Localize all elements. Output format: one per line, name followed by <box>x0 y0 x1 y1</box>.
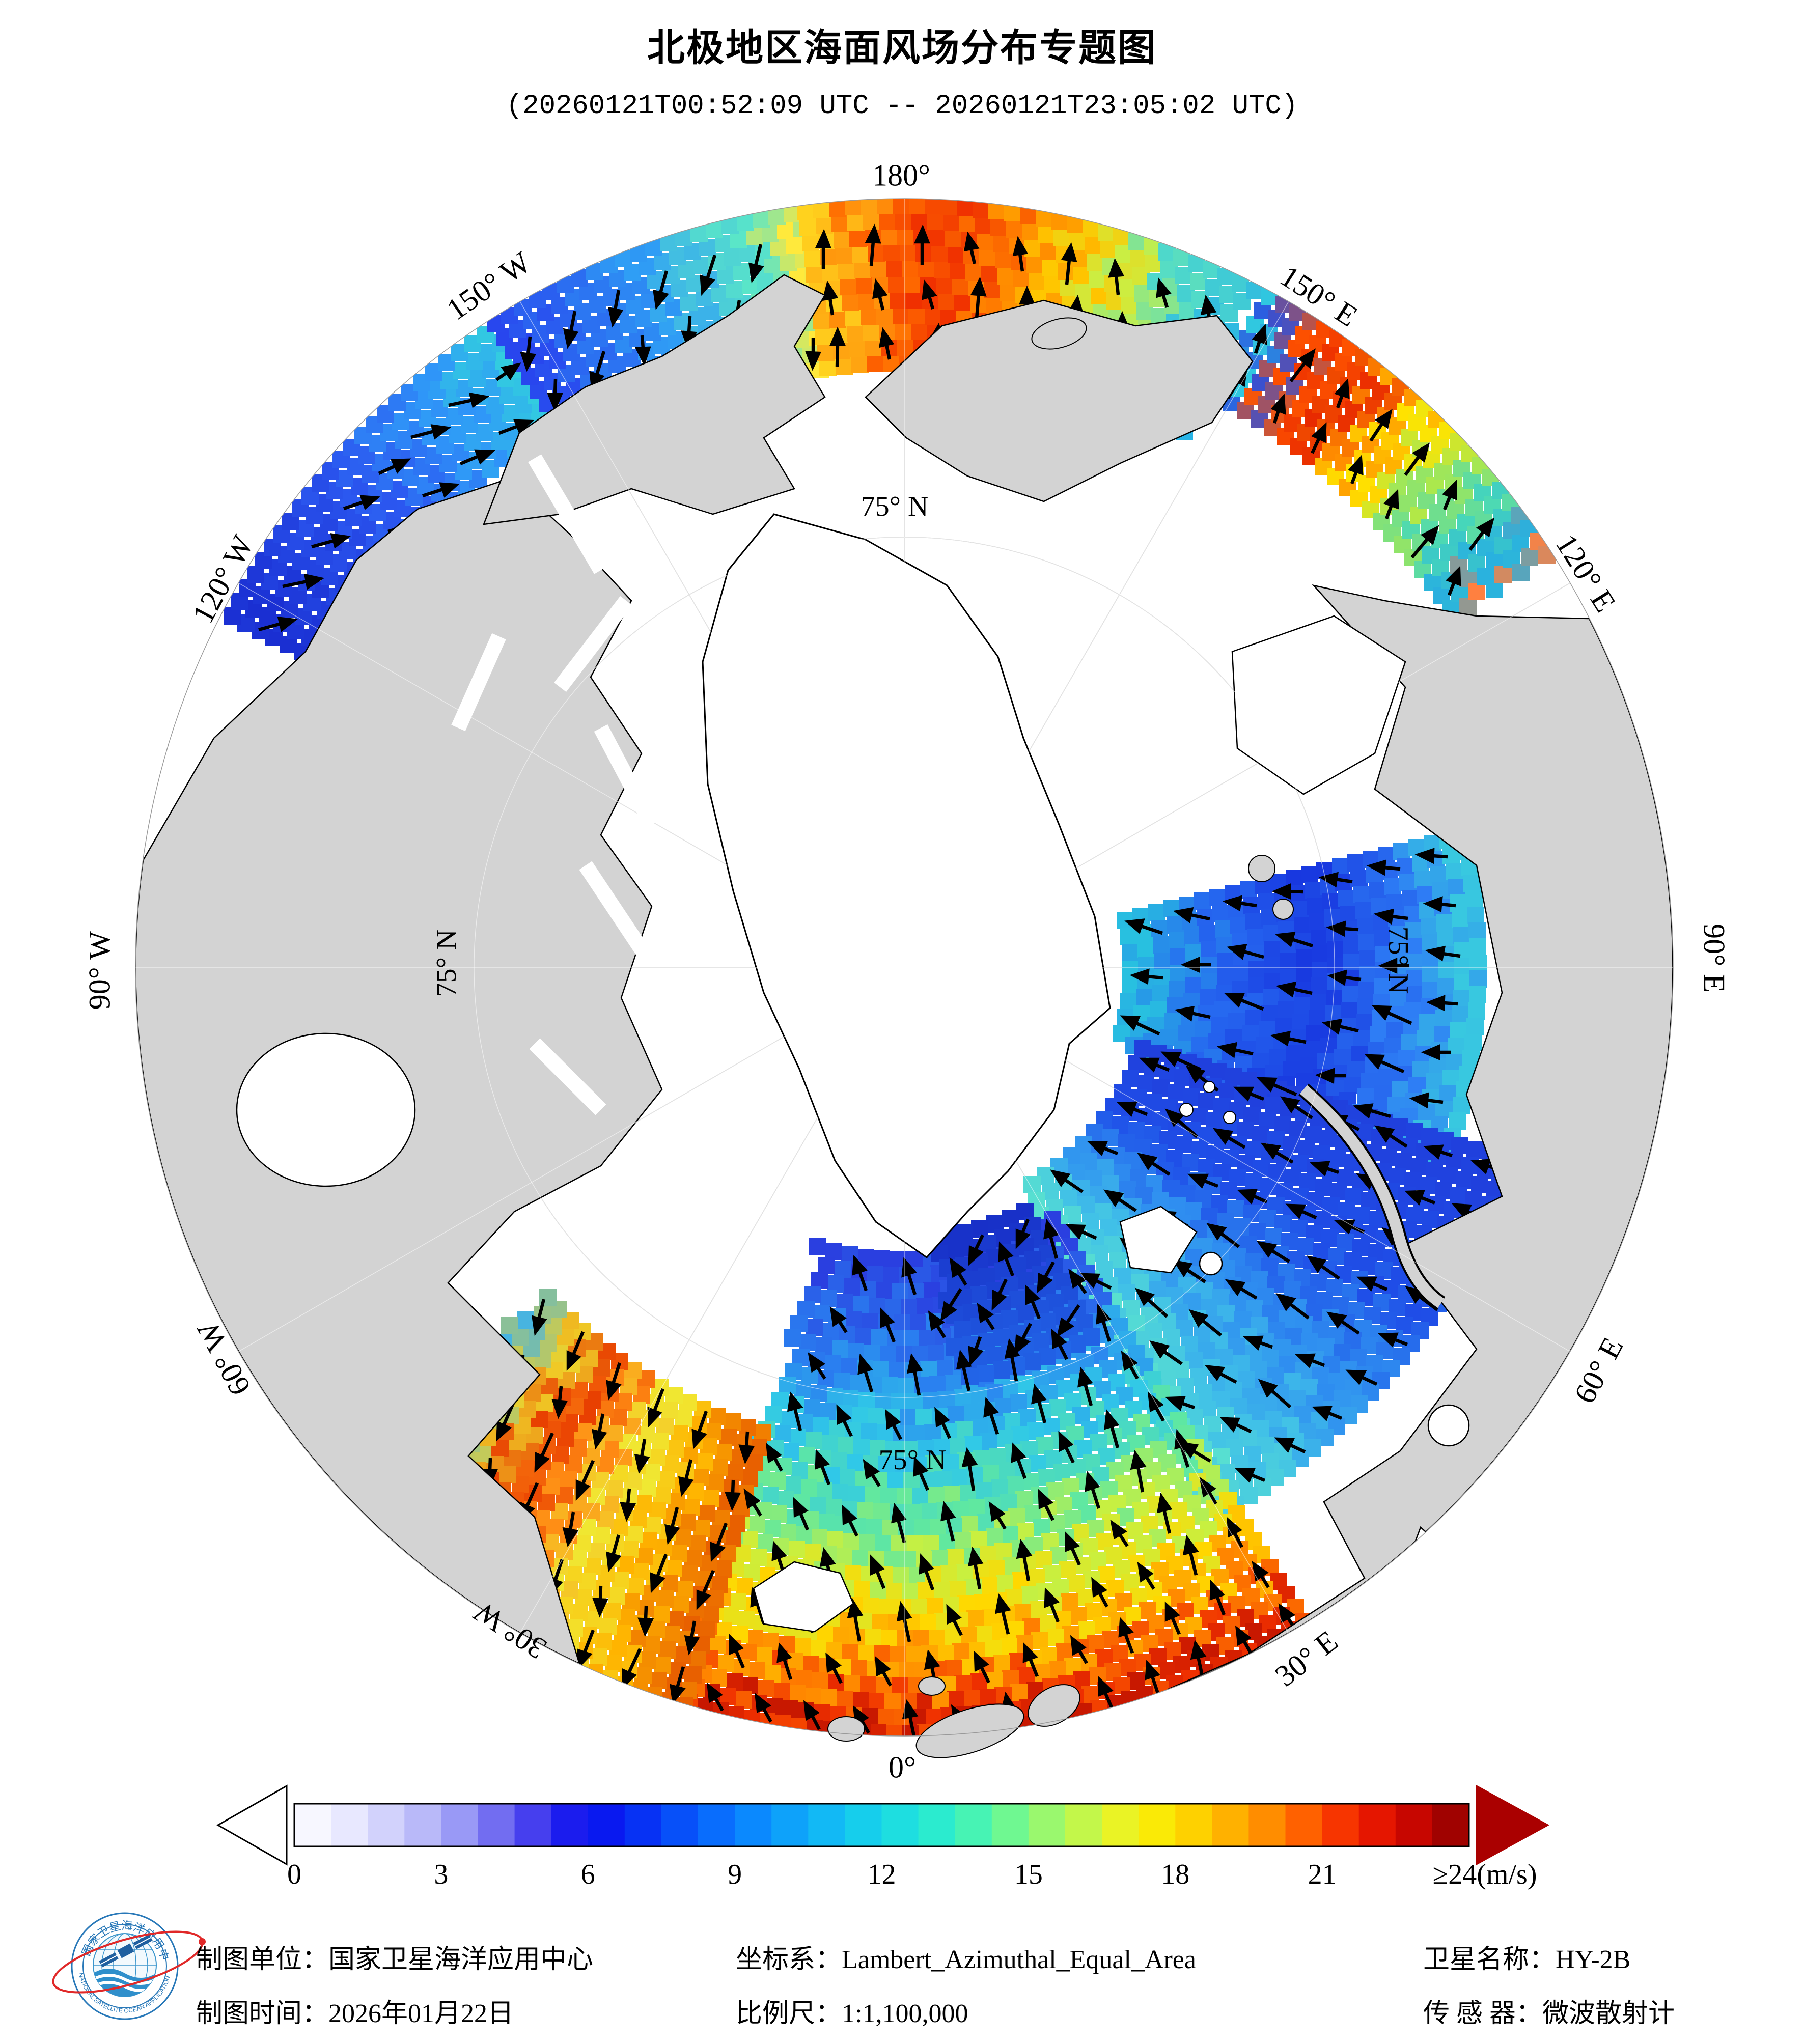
footer-coordsys-label: 坐标系：Lambert_Azimuthal_Equal_Area <box>736 1945 1196 1974</box>
graticule-over <box>135 199 1673 1736</box>
colorbar-tick-4: 12 <box>867 1859 896 1890</box>
graticule-label-75N-12: 75° N <box>861 491 929 522</box>
footer-sensor-label: 传 感 器：微波散射计 <box>1423 1999 1675 2028</box>
colorbar <box>216 1784 1549 1866</box>
graticule-label-75N-13: 75° N <box>431 929 462 997</box>
footer-scale-label: 比例尺：1:1,100,000 <box>736 1999 968 2028</box>
land-masses <box>135 274 1673 1691</box>
footer-org-label: 制图单位：国家卫星海洋应用中心 <box>196 1945 594 1974</box>
colorbar-tick-0: 0 <box>287 1859 301 1890</box>
page-title: 北极地区海面风场分布专题图 <box>647 26 1157 69</box>
wind-arrows <box>258 223 1501 1736</box>
graticule-label-75N-15: 75° N <box>878 1444 947 1476</box>
graticule-label-180-0: 180° <box>872 158 930 192</box>
footer-satellite-label: 卫星名称：HY-2B <box>1423 1945 1631 1974</box>
graticule-label-90W-3: 90° W <box>82 931 117 1010</box>
colorbar-tick-1: 3 <box>434 1859 449 1890</box>
nsoas-logo: 国家卫星海洋应用中心NATIONAL SATELLITE OCEAN APPLI… <box>52 1912 206 2020</box>
footer-time-label: 制图时间：2026年01月22日 <box>196 1999 514 2028</box>
colorbar-tick-7: 21 <box>1308 1859 1337 1890</box>
page-subtitle: (20260121T00:52:09 UTC -- 20260121T23:05… <box>506 91 1298 122</box>
colorbar-tick-2: 6 <box>580 1859 595 1890</box>
colorbar-tick-6: 18 <box>1161 1859 1190 1890</box>
graticule-label-75N-14: 75° N <box>1382 926 1414 994</box>
colorbar-tick-3: 9 <box>728 1859 742 1890</box>
colorbar-tick-5: 15 <box>1014 1859 1043 1890</box>
colorbar-tick-8: ≥24(m/s) <box>1432 1859 1537 1890</box>
islands <box>753 317 1446 1758</box>
graticule-label-0-6: 0° <box>889 1750 916 1784</box>
graticule-label-90E-9: 90° E <box>1697 923 1731 993</box>
